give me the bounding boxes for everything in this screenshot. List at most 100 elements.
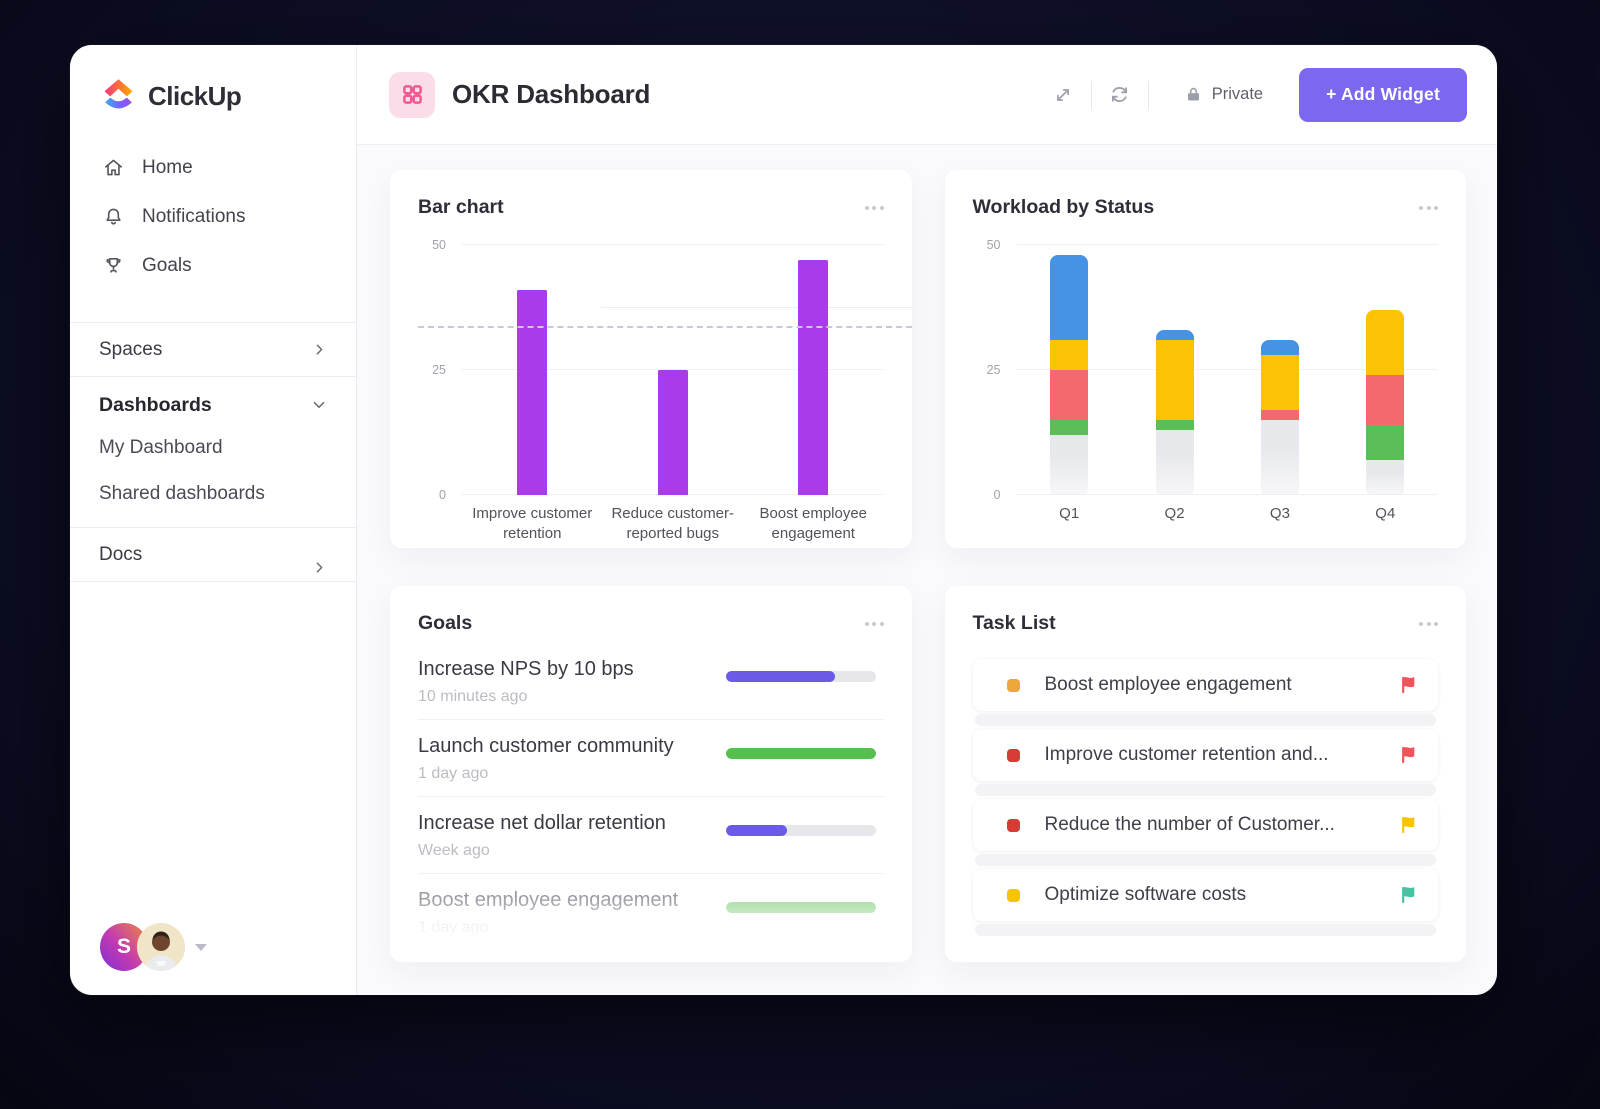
stacked-chart-plot <box>1016 244 1439 495</box>
task-list: Boost employee engagement Improve custom… <box>972 659 1438 936</box>
gridline <box>1016 244 1438 245</box>
sidebar-nav: Home Notifications Goals <box>70 143 356 290</box>
privacy-toggle[interactable]: Private <box>1184 85 1263 104</box>
clickup-logo[interactable]: ClickUp <box>70 45 356 117</box>
goal-list: Increase NPS by 10 bps 10 minutes ago La… <box>418 643 884 950</box>
refresh-button[interactable] <box>1105 80 1135 110</box>
stacked-bars <box>1017 245 1439 495</box>
target-dashed-line <box>418 325 912 328</box>
stack-segment-gray <box>1155 430 1194 495</box>
sidebar-item-spaces[interactable]: Spaces <box>70 323 356 376</box>
bar-chart-widget: Bar chart 0 25 50 Improve customer retenti… <box>390 170 912 548</box>
task-title: Reduce the number of Customer... <box>1044 814 1335 835</box>
sidebar: ClickUp Home Notifications <box>70 45 357 995</box>
bar <box>798 260 829 495</box>
goal-progress-bar <box>725 825 876 836</box>
chevron-right-icon <box>316 344 323 355</box>
y-tick-label: 0 <box>439 488 446 502</box>
avatar-initial[interactable]: S <box>100 923 148 971</box>
task-separator <box>974 854 1436 866</box>
avatar-photo[interactable] <box>137 923 185 971</box>
widget-menu-button[interactable] <box>864 200 884 216</box>
person-avatar-icon <box>137 923 185 971</box>
priority-flag-icon <box>1402 816 1415 834</box>
bars <box>462 245 884 495</box>
widget-menu-button[interactable] <box>1419 616 1438 632</box>
stack-segment-green <box>1366 425 1405 460</box>
goal-row[interactable]: Increase net dollar retention Week ago <box>418 797 884 874</box>
goal-timestamp: 1 day ago <box>418 919 489 936</box>
widget-title: Goals <box>418 612 473 634</box>
gridline <box>1016 494 1438 495</box>
stack-segment-green <box>1155 420 1194 430</box>
task-separator <box>974 784 1436 796</box>
divider <box>70 581 356 582</box>
y-tick-label: 50 <box>432 238 446 252</box>
stack-segment-blue <box>1050 255 1089 340</box>
y-tick-label: 50 <box>986 238 1001 252</box>
privacy-label: Private <box>1211 85 1264 103</box>
main-area: OKR Dashboard <box>357 45 1497 995</box>
workload-widget: Workload by Status 0 25 50 Q1 Q2 Q3 Q4 <box>944 170 1466 548</box>
task-row[interactable]: Boost employee engagement <box>972 659 1438 711</box>
sidebar-item-notifications[interactable]: Notifications <box>70 192 356 241</box>
priority-flag-icon <box>1402 886 1415 904</box>
x-axis-label: Q2 <box>1164 505 1185 522</box>
divider <box>1147 80 1149 109</box>
stack-segment-yellow <box>1260 355 1299 410</box>
goal-row[interactable]: Increase NPS by 10 bps 10 minutes ago <box>418 643 884 720</box>
sidebar-item-goals[interactable]: Goals <box>70 241 356 290</box>
divider <box>70 322 356 323</box>
task-separator <box>974 714 1436 726</box>
gridline <box>462 244 884 245</box>
goal-progress-bar <box>725 671 876 682</box>
gridline <box>1016 369 1438 370</box>
avatar-menu-caret-icon[interactable] <box>195 943 207 951</box>
dashboard-icon-chip <box>389 71 435 118</box>
sidebar-item-docs[interactable]: Docs <box>70 528 356 581</box>
stack-segment-red <box>1050 370 1089 420</box>
sidebar-item-dashboards[interactable]: Dashboards <box>99 385 328 425</box>
task-row[interactable]: Reduce the number of Customer... <box>972 799 1438 851</box>
chevron-right-icon <box>316 562 323 573</box>
sidebar-item-my-dashboard[interactable]: My Dashboard <box>99 437 223 458</box>
task-status-square <box>1006 748 1020 762</box>
dashboard-content: Bar chart 0 25 50 Improve customer retenti… <box>357 145 1497 995</box>
widget-title: Task List <box>972 612 1056 634</box>
refresh-icon <box>1112 87 1128 102</box>
gridline <box>462 369 884 370</box>
widget-menu-button[interactable] <box>864 616 884 632</box>
x-axis-labels: Q1 Q2 Q3 Q4 <box>1017 504 1439 524</box>
dashboard-header: OKR Dashboard <box>357 45 1497 145</box>
x-axis-label: Q1 <box>1059 505 1080 522</box>
app-window: ClickUp Home Notifications <box>70 45 1497 995</box>
sidebar-item-label: Notifications <box>142 205 246 227</box>
add-widget-button[interactable]: + Add Widget <box>1299 67 1467 122</box>
stack-segment-yellow <box>1050 340 1089 370</box>
spaces-label: Spaces <box>99 338 163 360</box>
task-title: Boost employee engagement <box>1044 674 1292 695</box>
sidebar-item-home[interactable]: Home <box>70 143 356 192</box>
dashboards-group: Dashboards My Dashboard Shared dashboard… <box>70 377 356 527</box>
task-separator <box>974 924 1436 936</box>
x-axis-label: Q3 <box>1269 505 1290 522</box>
task-row[interactable]: Improve customer retention and... <box>972 729 1438 781</box>
goal-title: Increase net dollar retention <box>418 812 666 834</box>
divider <box>70 527 356 528</box>
stack-segment-red <box>1260 410 1299 420</box>
task-status-square <box>1006 888 1020 902</box>
stack-segment-gray <box>1366 460 1405 495</box>
sidebar-item-shared-dashboards[interactable]: Shared dashboards <box>99 483 265 504</box>
task-status-square <box>1006 678 1020 692</box>
bar <box>657 370 688 495</box>
clickup-wordmark: ClickUp <box>148 80 242 111</box>
widget-menu-button[interactable] <box>1419 200 1438 216</box>
task-row[interactable]: Optimize software costs <box>972 869 1438 921</box>
divider <box>1090 80 1092 109</box>
goal-row[interactable]: Boost employee engagement 1 day ago <box>418 874 884 950</box>
expand-button[interactable] <box>1048 80 1078 110</box>
clickup-logo-icon <box>104 79 133 109</box>
goal-row[interactable]: Launch customer community 1 day ago <box>418 720 884 797</box>
task-title: Improve customer retention and... <box>1044 744 1329 765</box>
